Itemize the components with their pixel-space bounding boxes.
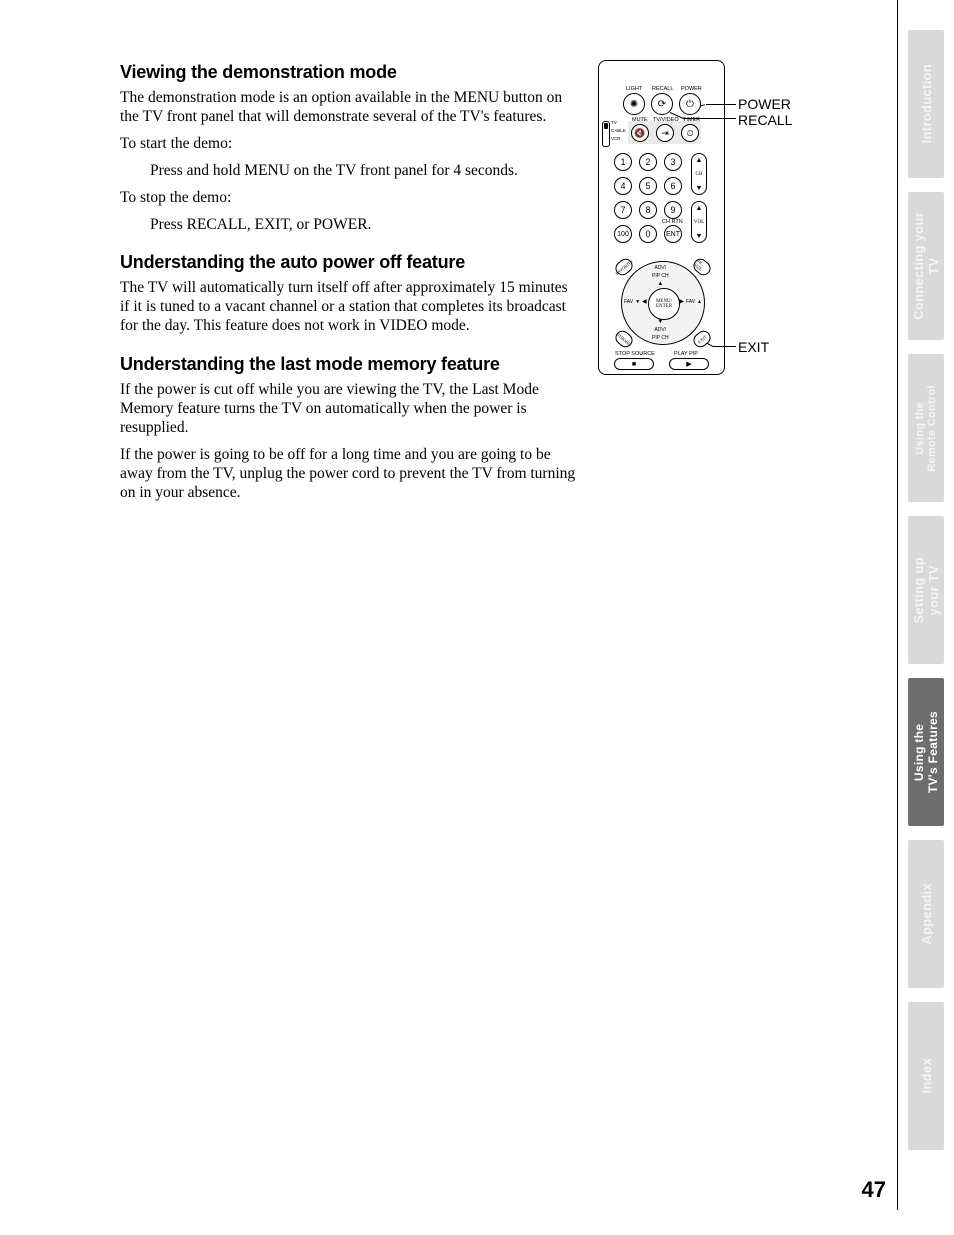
ent-button[interactable]: ENT (664, 225, 682, 243)
para-indent: Press and hold MENU on the TV front pane… (120, 162, 580, 181)
num-3[interactable]: 3 (664, 153, 682, 171)
nav-down[interactable]: ▼ ADV/ PIP CH (652, 319, 669, 341)
side-tab-label: Using theTV's Features (912, 711, 940, 793)
para: To start the demo: (120, 135, 580, 154)
down-arrow-icon: ▼ (696, 184, 703, 192)
down-arrow-icon: ▼ (657, 319, 663, 325)
side-tab-6[interactable]: Index (908, 1002, 944, 1150)
num-100[interactable]: 100 (614, 225, 632, 243)
side-tab-label: Appendix (919, 883, 934, 945)
side-tab-label: Setting upyour TV (911, 557, 941, 624)
stop-source-button[interactable]: ■ (614, 358, 654, 370)
heading-last-mode-memory: Understanding the last mode memory featu… (120, 354, 580, 375)
para-indent: Press RECALL, EXIT, or POWER. (120, 216, 580, 235)
pipch-label: PIP CH (652, 273, 669, 279)
adv-label: ADV/ (654, 265, 666, 271)
num-0[interactable]: 0 (639, 225, 657, 243)
timer-button[interactable]: ⏲ (681, 124, 699, 142)
para: The TV will automatically turn itself of… (120, 279, 580, 336)
tvvideo-button[interactable]: ⇥ (656, 124, 674, 142)
content-column: Viewing the demonstration mode The demon… (120, 62, 580, 511)
side-tab-5[interactable]: Appendix (908, 840, 944, 988)
play-pip-label: PLAY PIP (674, 351, 698, 357)
chrtn-label: CH RTN (662, 219, 683, 225)
switch-vcr-label: VCR (611, 137, 621, 142)
side-tabs: Introduction Connecting yourTV Using theRe… (908, 30, 944, 1150)
side-tab-2[interactable]: Using theRemote Control (908, 354, 944, 502)
page-number: 47 (862, 1177, 886, 1203)
label-recall: RECALL (652, 86, 673, 92)
num-5[interactable]: 5 (639, 177, 657, 195)
side-tab-label: Using theRemote Control (914, 385, 938, 472)
num-2[interactable]: 2 (639, 153, 657, 171)
volume-rocker[interactable]: ▲ VOL ▼ (691, 201, 707, 243)
num-6[interactable]: 6 (664, 177, 682, 195)
remote-outline: LIGHT RECALL POWER ✺ ⟳ ⏻ TV CABLE VCR MU… (598, 60, 725, 375)
para: To stop the demo: (120, 189, 580, 208)
num-7[interactable]: 7 (614, 201, 632, 219)
num-1[interactable]: 1 (614, 153, 632, 171)
fav-label: FAV (686, 299, 695, 305)
up-arrow-icon: ▲ (696, 156, 703, 164)
power-button[interactable]: ⏻ (679, 93, 701, 115)
label-mute: MUTE (632, 117, 648, 123)
nav-left[interactable]: FAV▼ ◀ (624, 298, 647, 305)
vol-label: VOL (694, 220, 704, 225)
switch-tv-label: TV (611, 121, 617, 126)
callout-power: POWER (738, 96, 791, 112)
left-arrow-icon: ◀ (642, 298, 647, 305)
label-tvvideo: TV/VIDEO (653, 117, 679, 123)
heading-demo-mode: Viewing the demonstration mode (120, 62, 580, 83)
para: If the power is going to be off for a lo… (120, 446, 580, 503)
para: If the power is cut off while you are vi… (120, 381, 580, 438)
up-arrow-icon: ▲ (696, 204, 703, 212)
right-arrow-icon: ▶ (679, 298, 684, 305)
menu-enter-button[interactable]: MENU/ ENTER (648, 288, 680, 320)
ch-label: CH (696, 172, 703, 177)
side-tab-label: Connecting yourTV (911, 212, 941, 320)
num-9[interactable]: 9 (664, 201, 682, 219)
recall-button[interactable]: ⟳ (651, 93, 673, 115)
heading-auto-power-off: Understanding the auto power off feature (120, 252, 580, 273)
up-arrow-icon: ▲ (657, 281, 663, 287)
switch-cable-label: CABLE (611, 129, 626, 134)
stop-source-label: STOP SOURCE (615, 351, 655, 357)
page: Viewing the demonstration mode The demon… (0, 0, 954, 1235)
callout-recall: RECALL (738, 112, 792, 128)
down-arrow-icon: ▼ (696, 232, 703, 240)
side-tab-1[interactable]: Connecting yourTV (908, 192, 944, 340)
label-power: POWER (681, 86, 702, 92)
device-switch[interactable] (602, 121, 610, 147)
num-8[interactable]: 8 (639, 201, 657, 219)
side-tab-label: Index (919, 1058, 934, 1093)
nav-up[interactable]: ADV/ PIP CH ▲ (652, 265, 669, 287)
fav-label: FAV (624, 299, 633, 305)
nav-pad: MENU/ ENTER ADV/ PIP CH ▲ ▼ ADV/ PIP CH … (621, 261, 705, 345)
mute-button[interactable]: 🔇 (631, 124, 649, 142)
pipch-label: PIP CH (652, 335, 669, 341)
play-pip-button[interactable]: ▶ (669, 358, 709, 370)
callout-exit: EXIT (738, 339, 769, 355)
label-timer: TIMER (683, 117, 700, 123)
adv-label: ADV/ (654, 327, 666, 333)
side-tab-3[interactable]: Setting upyour TV (908, 516, 944, 664)
para: The demonstration mode is an option avai… (120, 89, 580, 127)
channel-rocker[interactable]: ▲ CH ▼ (691, 153, 707, 195)
remote-column: POWER RECALL EXIT LIGHT RECALL POWER ✺ ⟳… (598, 60, 898, 375)
num-4[interactable]: 4 (614, 177, 632, 195)
enter-label: ENTER (656, 304, 672, 309)
light-button[interactable]: ✺ (623, 93, 645, 115)
nav-right[interactable]: ▶ FAV▲ (679, 298, 702, 305)
side-tab-4[interactable]: Using theTV's Features (908, 678, 944, 826)
label-light: LIGHT (626, 86, 642, 92)
side-tab-0[interactable]: Introduction (908, 30, 944, 178)
side-tab-label: Introduction (919, 64, 934, 143)
